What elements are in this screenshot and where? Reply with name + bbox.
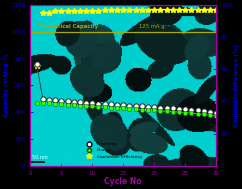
X-axis label: Cycle No: Cycle No (105, 177, 142, 186)
Legend: Discharge, Charge, Coulombic Efficiency: Discharge, Charge, Coulombic Efficiency (83, 140, 144, 160)
Text: 125 mA g⁻¹: 125 mA g⁻¹ (139, 24, 169, 29)
Text: 50 nm: 50 nm (32, 155, 48, 160)
Y-axis label: Coulombic Efficiency (%): Coulombic Efficiency (%) (234, 44, 239, 127)
Y-axis label: Capacity (mAh g⁻¹): Capacity (mAh g⁻¹) (3, 54, 9, 117)
Text: Theoretical Capacity: Theoretical Capacity (37, 24, 98, 29)
